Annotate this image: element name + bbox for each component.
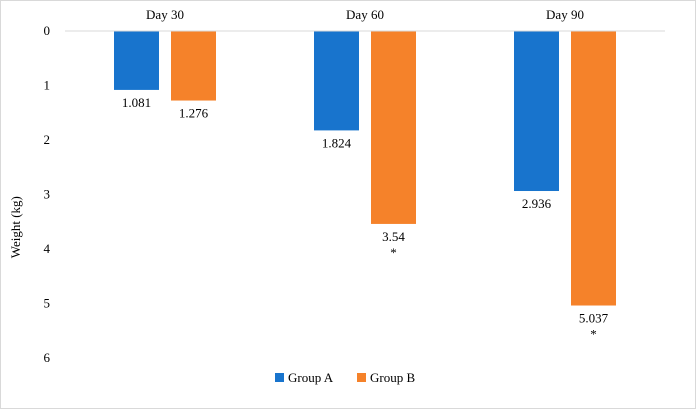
category-label: Day 60 — [346, 7, 384, 22]
significance-marker: * — [590, 327, 597, 342]
bars — [114, 31, 616, 306]
data-label: 3.54 — [382, 229, 405, 244]
data-label: 1.276 — [179, 106, 209, 121]
category-label: Day 30 — [146, 7, 184, 22]
category-label: Day 90 — [546, 7, 584, 22]
bar-group-a-day-30 — [114, 31, 159, 90]
data-label: 1.824 — [322, 135, 352, 150]
data-label: 1.081 — [122, 95, 151, 110]
y-tick-label: 5 — [44, 296, 51, 311]
bar-group-b-day-60 — [371, 31, 416, 224]
bar-group-a-day-90 — [514, 31, 559, 192]
y-tick-label: 6 — [44, 350, 51, 365]
category-labels: Day 30 Day 60 Day 90 — [146, 7, 584, 22]
legend-label: Group B — [370, 370, 415, 385]
legend-swatch — [275, 373, 284, 382]
data-label: 5.037 — [579, 311, 609, 326]
y-tick-label: 0 — [44, 23, 51, 38]
bar-group-a-day-60 — [314, 31, 359, 131]
legend-swatch — [357, 373, 366, 382]
y-axis-title: Weight (kg) — [8, 196, 23, 258]
y-tick-label: 3 — [44, 187, 51, 202]
bar-group-b-day-30 — [171, 31, 216, 101]
y-tick-label: 2 — [44, 132, 51, 147]
data-label: 2.936 — [522, 196, 552, 211]
y-tick-label: 1 — [44, 78, 51, 93]
y-axis-ticks: 0 1 2 3 4 5 6 — [44, 23, 51, 365]
legend: Group A Group B — [275, 370, 415, 385]
bar-group-b-day-90 — [571, 31, 616, 306]
y-tick-label: 4 — [44, 241, 51, 256]
significance-marker: * — [390, 245, 397, 260]
legend-label: Group A — [288, 370, 334, 385]
